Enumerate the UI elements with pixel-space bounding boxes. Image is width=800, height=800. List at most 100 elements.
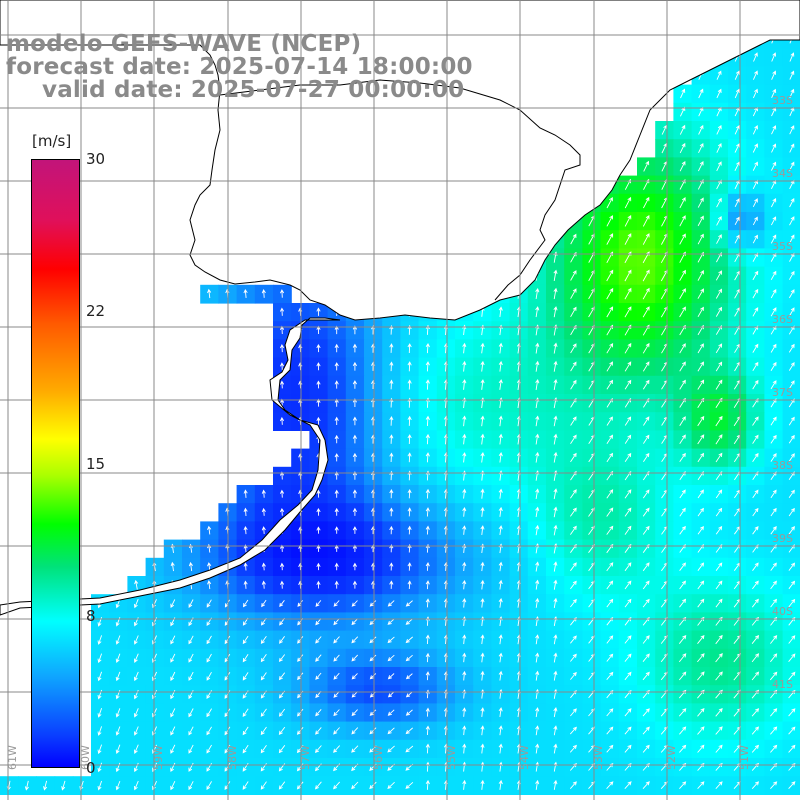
wind-arrow — [206, 708, 212, 718]
wind-arrow — [279, 636, 285, 644]
wind-arrow — [697, 343, 704, 354]
wind-arrow — [133, 653, 139, 663]
wind-arrow — [133, 780, 139, 791]
wind-arrow — [679, 507, 686, 517]
wind-arrow — [697, 361, 704, 372]
wind-arrow — [715, 653, 723, 663]
wind-arrow — [242, 781, 249, 790]
wind-arrow — [624, 525, 632, 535]
wind-arrow — [387, 673, 395, 680]
wind-arrow — [133, 726, 139, 736]
wind-arrow — [624, 214, 632, 227]
wind-arrow — [405, 691, 413, 698]
wind-arrow — [334, 453, 339, 462]
latitude-label: 33S — [772, 94, 793, 107]
wind-arrow — [407, 525, 412, 535]
wind-arrow — [334, 380, 339, 389]
wind-arrow — [697, 269, 704, 281]
wind-arrow — [316, 343, 321, 353]
wind-arrow — [770, 726, 778, 735]
wind-arrow — [789, 52, 795, 62]
wind-arrow — [170, 781, 176, 791]
coastline — [219, 79, 581, 301]
wind-arrow — [751, 634, 760, 644]
wind-arrow — [389, 415, 394, 426]
wind-arrow — [352, 526, 357, 534]
colorbar-tick-label: 0 — [86, 759, 96, 777]
wind-arrow — [115, 762, 121, 773]
wind-arrow — [770, 416, 777, 426]
wind-arrow — [462, 707, 467, 717]
wind-arrow — [387, 691, 395, 698]
wind-arrow — [206, 599, 212, 608]
wind-arrow — [553, 433, 558, 445]
wind-arrow — [570, 233, 577, 245]
wind-arrow — [734, 198, 740, 208]
wind-arrow — [242, 726, 249, 736]
wind-arrow — [242, 635, 249, 645]
wind-arrow — [788, 635, 796, 644]
wind-arrow — [553, 779, 558, 790]
wind-arrow — [498, 597, 503, 608]
wind-arrow — [770, 507, 777, 517]
wind-arrow — [407, 452, 412, 463]
wind-arrow — [606, 562, 614, 572]
wind-arrow — [642, 653, 650, 662]
wind-arrow — [570, 361, 577, 372]
wind-arrow — [789, 252, 795, 262]
wind-arrow — [770, 489, 777, 499]
wind-arrow — [405, 618, 413, 625]
wind-arrow — [498, 579, 503, 590]
wind-arrow — [352, 343, 357, 353]
wind-arrow — [715, 288, 722, 299]
wind-arrow — [425, 707, 430, 717]
wind-arrow — [697, 197, 704, 208]
wind-arrow — [770, 161, 777, 171]
wind-arrow — [316, 489, 321, 498]
longitude-label: 60W — [79, 745, 92, 770]
wind-arrow — [679, 525, 686, 535]
wind-arrow — [333, 709, 340, 717]
wind-arrow — [606, 580, 614, 590]
wind-arrow — [206, 653, 212, 663]
wind-arrow — [333, 727, 340, 735]
wind-arrow — [352, 361, 357, 371]
wind-arrow — [715, 361, 723, 372]
wind-arrow — [788, 343, 795, 353]
wind-arrow — [498, 306, 503, 317]
wind-arrow — [679, 580, 686, 590]
wind-arrow — [389, 580, 394, 589]
wind-arrow — [407, 415, 412, 426]
wind-arrow — [752, 489, 759, 499]
wind-arrow — [642, 233, 650, 245]
wind-arrow — [642, 379, 650, 390]
wind-arrow — [260, 726, 267, 736]
wind-arrow — [606, 726, 614, 735]
wind-arrow — [297, 708, 304, 717]
wind-arrow — [405, 745, 414, 753]
wind-arrow — [624, 580, 632, 590]
model-title: modelo GEFS-WAVE (NCEP) — [6, 31, 362, 57]
wind-arrow — [606, 196, 613, 209]
longitude-label: 59W — [152, 745, 165, 770]
wind-arrow — [788, 434, 795, 444]
wind-arrow — [642, 361, 650, 372]
wind-arrow — [788, 453, 795, 462]
wind-arrow — [535, 287, 540, 299]
wind-arrow — [697, 288, 704, 299]
wind-arrow — [314, 781, 322, 790]
wind-arrow — [535, 342, 540, 354]
wind-arrow — [734, 143, 740, 153]
wind-arrow — [242, 672, 249, 681]
wind-arrow — [643, 416, 650, 426]
wind-arrow — [570, 653, 577, 662]
wind-arrow — [751, 744, 760, 753]
wind-arrow — [770, 453, 777, 462]
wind-arrow — [642, 269, 650, 282]
longitude-label: 57W — [299, 745, 312, 770]
wind-arrow — [553, 306, 558, 318]
wind-arrow — [570, 434, 577, 444]
wind-arrow — [188, 561, 193, 572]
wind-arrow — [334, 434, 339, 444]
wind-arrow — [316, 507, 321, 516]
